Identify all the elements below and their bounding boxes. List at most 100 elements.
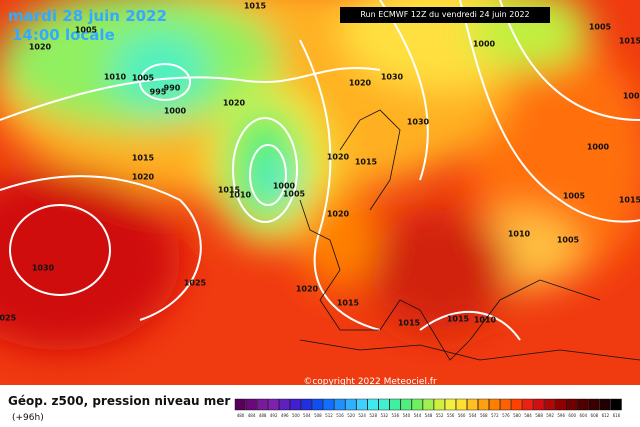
isobar-label: 1010 [474, 316, 497, 325]
legend-level: 612 [602, 413, 610, 418]
legend-swatch [500, 399, 511, 410]
legend-swatch [290, 399, 301, 410]
legend-level: 548 [425, 413, 433, 418]
legend-level: 484 [248, 413, 256, 418]
legend-swatch [323, 399, 334, 410]
time: 14:00 locale [12, 26, 115, 44]
legend-swatch [534, 399, 545, 410]
isobar-label: 1020 [223, 99, 246, 108]
legend-level: 536 [392, 413, 400, 418]
legend-level: 608 [591, 413, 599, 418]
legend-swatch [545, 399, 556, 410]
legend-swatch [235, 399, 246, 410]
legend-swatch [467, 399, 478, 410]
isobar-label: 1025 [184, 279, 207, 288]
legend-level: 600 [568, 413, 576, 418]
legend-swatch [412, 399, 423, 410]
legend-swatch [478, 399, 489, 410]
isobar-label: 1025 [0, 314, 17, 323]
isobar-label: 1020 [327, 153, 350, 162]
legend-swatch [335, 399, 346, 410]
legend-swatch [489, 399, 500, 410]
legend-swatch [456, 399, 467, 410]
legend-level: 520 [347, 413, 355, 418]
legend-swatch [301, 399, 312, 410]
map [0, 0, 640, 385]
legend-swatch [522, 399, 533, 410]
legend-level: 584 [524, 413, 532, 418]
legend-level: 544 [414, 413, 422, 418]
isobar-label: 1000 [164, 107, 187, 116]
legend-swatch [556, 399, 567, 410]
legend-level: 592 [546, 413, 554, 418]
isobar-label: 1015 [447, 315, 470, 324]
legend-swatch [379, 399, 390, 410]
run-info: Run ECMWF 12Z du vendredi 24 juin 2022 [360, 10, 529, 19]
legend-level: 540 [403, 413, 411, 418]
legend-level: 580 [513, 413, 521, 418]
legend-level: 512 [325, 413, 333, 418]
isobar-label: 1005 [623, 92, 640, 101]
legend-swatch [401, 399, 412, 410]
isobar-label: 990 [164, 84, 181, 93]
legend-swatch [445, 399, 456, 410]
legend-level: 504 [303, 413, 311, 418]
legend-swatch [268, 399, 279, 410]
isobar-label: 1030 [381, 73, 404, 82]
legend-level: 508 [314, 413, 322, 418]
isobar-label: 1030 [32, 264, 55, 273]
legend-level: 616 [613, 413, 621, 418]
isobar-label: 1030 [407, 118, 430, 127]
isobar-label: 1005 [283, 190, 306, 199]
isobar-label: 1015 [132, 154, 155, 163]
isobar-label: 1015 [619, 37, 640, 46]
isobar-label: 1010 [508, 230, 531, 239]
legend-swatch [434, 399, 445, 410]
legend-level: 560 [458, 413, 466, 418]
legend-level: 492 [270, 413, 278, 418]
isobar-label: 1005 [589, 23, 612, 32]
isobar-label: 1005 [557, 236, 580, 245]
legend-swatch [600, 399, 611, 410]
isobar-label: 1020 [29, 43, 52, 52]
isobar-label: 1020 [349, 79, 372, 88]
legend-swatch [511, 399, 522, 410]
legend-swatch [423, 399, 434, 410]
legend-level: 480 [237, 413, 245, 418]
isobar-label: 1000 [473, 40, 496, 49]
legend-swatch [346, 399, 357, 410]
legend-level: 488 [259, 413, 267, 418]
legend-swatch [589, 399, 600, 410]
isobar-label: 1015 [337, 299, 360, 308]
isobar-label: 1010 [229, 191, 252, 200]
isobar-label: 1020 [296, 285, 319, 294]
legend-level: 556 [447, 413, 455, 418]
legend-level: 496 [281, 413, 289, 418]
isobar-label: 1015 [355, 158, 378, 167]
isobar-label: 1005 [132, 74, 155, 83]
legend-level: 568 [480, 413, 488, 418]
legend-swatch [578, 399, 589, 410]
isobar-label: 1005 [563, 192, 586, 201]
legend-level: 604 [579, 413, 587, 418]
legend-level: 572 [491, 413, 499, 418]
legend-swatch [257, 399, 268, 410]
isobar-label: 1005 [75, 26, 98, 35]
legend-level: 528 [369, 413, 377, 418]
legend-level: 564 [469, 413, 477, 418]
lead-time: (+96h) [12, 413, 44, 423]
legend-swatch [567, 399, 578, 410]
legend-level: 596 [557, 413, 565, 418]
copyright: ©copyright 2022 Meteociel.fr [303, 377, 437, 387]
legend-swatch [357, 399, 368, 410]
legend-level: 516 [336, 413, 344, 418]
legend-level: 552 [436, 413, 444, 418]
legend-swatch [279, 399, 290, 410]
isobar-label: 1000 [587, 143, 610, 152]
footer-title: Géop. z500, pression niveau mer [8, 394, 230, 408]
isobar-label: 1015 [244, 2, 267, 11]
isobar-label: 1020 [327, 210, 350, 219]
legend-swatch [368, 399, 379, 410]
isobar-label: 1015 [398, 319, 421, 328]
